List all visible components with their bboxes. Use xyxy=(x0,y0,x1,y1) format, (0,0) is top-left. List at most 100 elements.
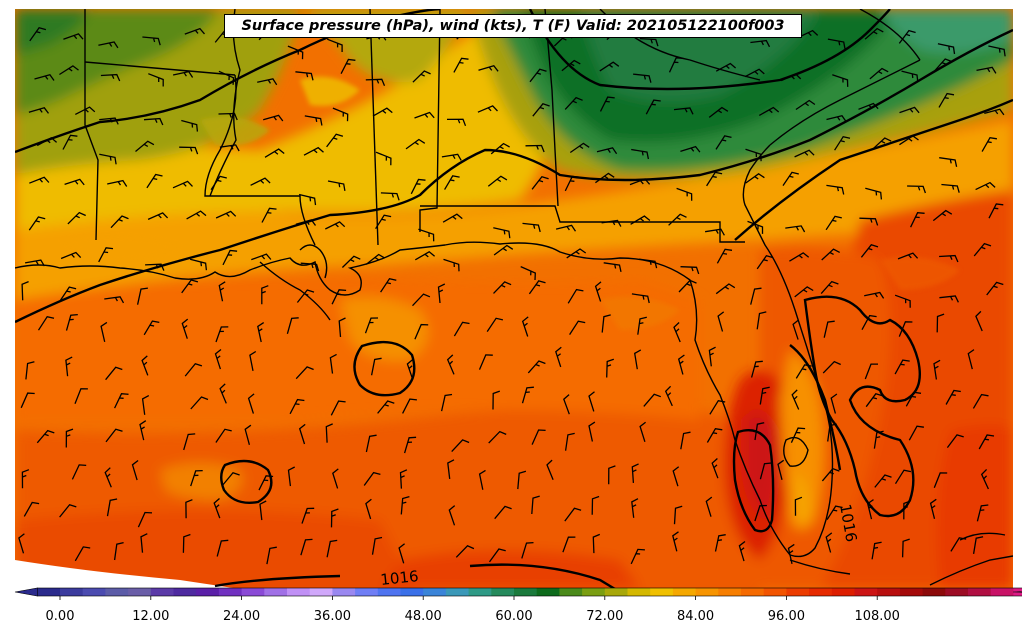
wind-barb xyxy=(704,228,725,236)
wind-barb xyxy=(738,540,746,562)
colorbar-swatch xyxy=(309,588,333,596)
wind-barb xyxy=(750,287,762,305)
wind-barb xyxy=(372,107,393,117)
wind-barb xyxy=(380,277,397,293)
contour-labels: 1016 1016 xyxy=(380,503,861,589)
wind-barb xyxy=(145,263,165,271)
wind-barb xyxy=(287,466,295,487)
wind-barb xyxy=(715,283,736,295)
wind-barb xyxy=(377,400,395,414)
wind-barb xyxy=(631,148,650,160)
wind-barb xyxy=(747,220,764,234)
wind-barb xyxy=(25,361,35,380)
wind-barb xyxy=(823,320,835,338)
wind-barb xyxy=(756,311,767,330)
wind-barb xyxy=(332,107,349,122)
wind-barb xyxy=(645,99,661,115)
wind-barb xyxy=(219,383,227,404)
colorbar-swatch xyxy=(287,588,311,596)
wind-barb xyxy=(797,29,819,39)
wind-barb xyxy=(172,180,193,189)
wind-barb xyxy=(184,27,205,35)
wind-barb xyxy=(972,536,984,555)
wind-barb xyxy=(972,393,989,409)
wind-barb xyxy=(298,193,317,206)
wind-barb xyxy=(894,469,912,485)
wind-barb xyxy=(34,74,55,81)
wind-barb xyxy=(405,138,426,150)
wind-barb xyxy=(596,147,618,155)
wind-barb xyxy=(443,258,460,272)
wind-barb xyxy=(827,38,846,50)
wind-barb xyxy=(531,429,546,445)
wind-barb xyxy=(633,73,652,83)
colorbar-swatch xyxy=(400,588,424,596)
wind-barb xyxy=(105,366,123,381)
wind-barb xyxy=(303,146,324,156)
wind-barb xyxy=(147,212,169,220)
colorbar-swatch xyxy=(491,588,515,596)
wind-barb xyxy=(338,317,346,338)
wind-barb xyxy=(631,293,650,304)
wind-barb xyxy=(286,317,299,334)
wind-barb xyxy=(901,70,919,83)
colorbar-swatch xyxy=(945,588,969,596)
wind-barb xyxy=(564,507,582,522)
wind-barb xyxy=(984,108,1005,116)
colorbar-swatch xyxy=(899,588,923,596)
colorbar-tick-label: 96.00 xyxy=(768,609,805,624)
wind-barb xyxy=(301,507,315,524)
colorbar-swatch xyxy=(809,588,833,596)
wind-barb xyxy=(107,179,128,187)
wind-barbs xyxy=(18,19,1006,565)
wind-barb xyxy=(756,255,774,270)
wind-barb xyxy=(477,105,498,113)
wind-barb xyxy=(99,117,119,125)
wind-barb xyxy=(139,420,147,441)
wind-barb xyxy=(213,498,221,519)
wind-barb xyxy=(869,67,889,80)
wind-barb xyxy=(521,316,529,337)
wind-barb xyxy=(826,505,843,520)
wind-barb xyxy=(215,428,232,443)
wind-barb xyxy=(399,469,408,489)
wind-barb xyxy=(874,474,892,488)
wind-barb xyxy=(64,178,85,186)
wind-barb xyxy=(794,496,803,516)
colorbar-swatch xyxy=(218,588,242,596)
wind-barb xyxy=(676,187,693,201)
wind-barb xyxy=(564,96,583,110)
wind-barb xyxy=(745,148,762,162)
colorbar-swatch xyxy=(423,588,447,596)
wind-barb xyxy=(100,73,121,82)
wind-barb xyxy=(588,421,596,442)
wind-barb xyxy=(561,59,581,72)
wind-barb xyxy=(486,317,504,332)
wind-barb xyxy=(182,533,191,553)
wind-barb xyxy=(932,209,953,222)
wind-barb xyxy=(105,428,123,443)
wind-barb xyxy=(20,392,35,409)
wind-barb xyxy=(780,73,802,82)
wind-barb xyxy=(331,289,347,305)
wind-barb xyxy=(937,43,956,55)
wind-barb xyxy=(410,178,426,195)
wind-barb xyxy=(668,213,687,226)
wind-barb xyxy=(398,543,406,564)
wind-barb xyxy=(330,400,346,416)
wind-barb xyxy=(29,27,47,42)
colorbar-swatch xyxy=(968,588,992,596)
wind-barb xyxy=(866,499,874,520)
wind-barb xyxy=(860,244,879,258)
wind-barb xyxy=(261,285,269,305)
wind-barb xyxy=(406,359,414,380)
wind-barb xyxy=(531,175,549,190)
wind-barb xyxy=(493,227,511,239)
wind-barb xyxy=(289,398,305,415)
wind-barb xyxy=(973,242,992,257)
wind-barb xyxy=(21,280,29,301)
wind-barb xyxy=(673,322,681,343)
wind-barb xyxy=(143,117,164,126)
wind-barb xyxy=(478,64,499,72)
wind-barb xyxy=(705,496,713,517)
